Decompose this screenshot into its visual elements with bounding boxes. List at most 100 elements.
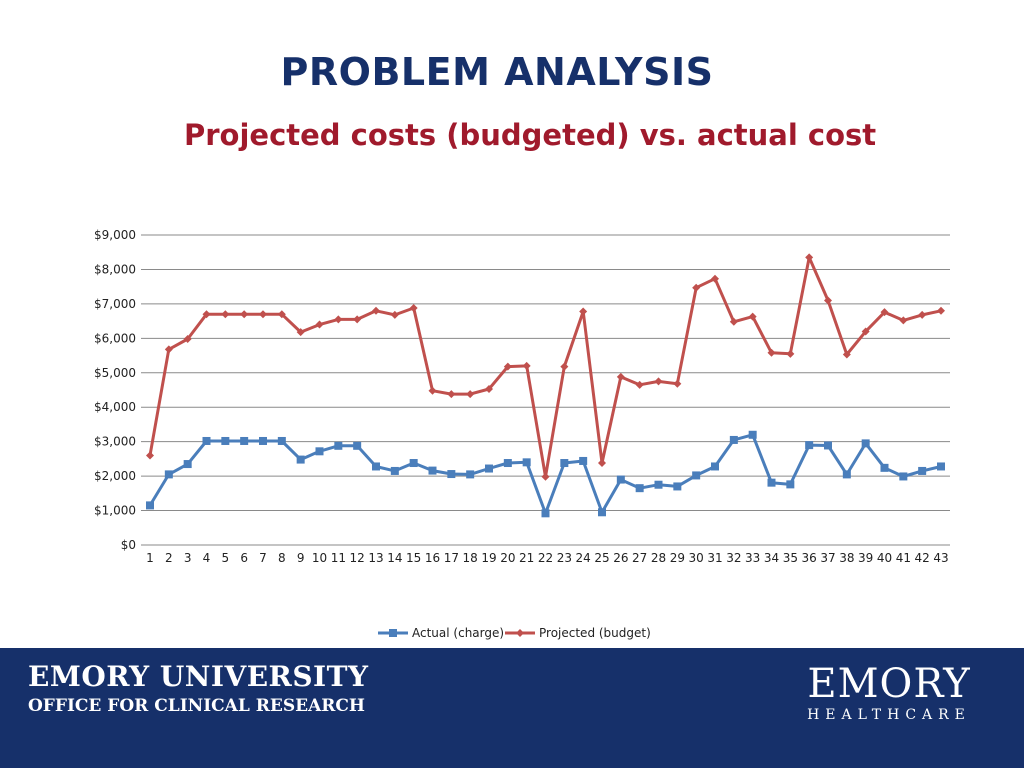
organization-name: EMORY UNIVERSITY xyxy=(28,660,369,693)
data-point-projected xyxy=(202,310,211,319)
data-point-actual xyxy=(899,472,908,481)
x-tick-label: 32 xyxy=(726,551,741,565)
data-point-actual xyxy=(598,508,606,517)
data-point-actual xyxy=(485,464,493,473)
data-point-projected xyxy=(221,310,230,319)
data-point-projected xyxy=(183,335,192,344)
x-tick-label: 25 xyxy=(594,551,609,565)
data-point-actual xyxy=(409,459,418,468)
data-point-projected xyxy=(315,320,324,329)
data-point-projected xyxy=(259,310,267,319)
data-point-projected xyxy=(861,327,870,336)
data-point-actual xyxy=(202,436,211,445)
data-point-actual xyxy=(390,466,399,475)
data-point-projected xyxy=(541,472,550,481)
x-tick-label: 21 xyxy=(519,551,534,565)
y-tick-label: $8,000 xyxy=(94,262,136,276)
data-point-projected xyxy=(579,307,588,316)
x-tick-label: 18 xyxy=(463,551,478,565)
data-point-projected xyxy=(880,308,889,317)
chart-subtitle: Projected costs (budgeted) vs. actual co… xyxy=(184,118,877,152)
x-tick-label: 16 xyxy=(425,551,440,565)
data-point-projected xyxy=(447,390,456,399)
x-tick-label: 8 xyxy=(278,551,286,565)
data-point-projected xyxy=(616,372,625,381)
y-tick-label: $5,000 xyxy=(94,366,136,380)
data-point-actual xyxy=(522,458,531,467)
y-tick-label: $1,000 xyxy=(94,504,136,518)
data-point-projected xyxy=(729,317,738,326)
department-name: OFFICE FOR CLINICAL RESEARCH xyxy=(28,696,365,716)
data-point-projected xyxy=(805,253,814,262)
x-tick-label: 11 xyxy=(331,551,346,565)
data-point-projected xyxy=(767,348,776,357)
x-tick-label: 29 xyxy=(670,551,685,565)
x-tick-label: 41 xyxy=(896,551,911,565)
data-point-actual xyxy=(711,462,719,471)
data-point-actual xyxy=(503,459,512,468)
x-tick-label: 24 xyxy=(576,551,591,565)
x-tick-label: 9 xyxy=(297,551,305,565)
data-point-projected xyxy=(428,386,437,395)
x-tick-label: 26 xyxy=(613,551,628,565)
data-point-actual xyxy=(918,466,927,475)
x-tick-label: 23 xyxy=(557,551,572,565)
emory-healthcare-logo: EMORY HEALTHCARE xyxy=(804,662,974,724)
x-tick-label: 38 xyxy=(839,551,854,565)
y-tick-label: $7,000 xyxy=(94,297,136,311)
data-point-projected xyxy=(334,315,343,324)
y-tick-label: $4,000 xyxy=(94,400,136,414)
data-point-projected xyxy=(240,310,249,319)
data-point-actual xyxy=(729,435,738,444)
x-tick-label: 42 xyxy=(915,551,930,565)
data-point-projected xyxy=(522,361,531,370)
y-tick-label: $0 xyxy=(121,538,136,552)
data-point-projected xyxy=(748,312,757,321)
data-point-actual xyxy=(240,436,249,445)
data-point-actual xyxy=(767,478,776,487)
x-tick-label: 33 xyxy=(745,551,760,565)
data-point-projected xyxy=(466,390,475,399)
data-point-actual xyxy=(277,436,286,445)
logo-main-text: EMORY xyxy=(807,661,971,707)
data-point-actual xyxy=(616,475,625,484)
x-tick-label: 34 xyxy=(764,551,779,565)
data-point-actual xyxy=(428,466,437,475)
data-point-projected xyxy=(692,283,701,292)
data-point-actual xyxy=(805,441,814,450)
x-tick-label: 13 xyxy=(368,551,383,565)
legend-marker xyxy=(389,629,397,637)
x-tick-label: 37 xyxy=(820,551,835,565)
data-point-projected xyxy=(277,310,286,319)
x-tick-label: 28 xyxy=(651,551,666,565)
data-point-actual xyxy=(824,441,832,450)
y-tick-label: $2,000 xyxy=(94,469,136,483)
data-point-actual xyxy=(541,509,550,518)
data-point-actual xyxy=(315,447,324,456)
legend-label: Projected (budget) xyxy=(539,626,651,640)
x-tick-label: 15 xyxy=(406,551,421,565)
data-point-actual xyxy=(654,480,663,489)
x-tick-label: 4 xyxy=(203,551,211,565)
data-point-actual xyxy=(259,436,267,445)
logo-sub-text: HEALTHCARE xyxy=(807,707,971,723)
x-tick-label: 36 xyxy=(802,551,817,565)
data-point-projected xyxy=(164,345,173,354)
data-point-projected xyxy=(503,362,512,371)
x-tick-label: 6 xyxy=(240,551,248,565)
data-point-actual xyxy=(221,436,230,445)
x-tick-label: 27 xyxy=(632,551,647,565)
x-tick-label: 35 xyxy=(783,551,798,565)
data-point-actual xyxy=(372,462,380,471)
x-tick-label: 5 xyxy=(222,551,230,565)
data-point-actual xyxy=(861,439,870,448)
y-tick-label: $9,000 xyxy=(94,228,136,242)
footer-banner: EMORY UNIVERSITY OFFICE FOR CLINICAL RES… xyxy=(0,648,1024,768)
legend-label: Actual (charge) xyxy=(412,626,504,640)
data-point-actual xyxy=(353,441,362,450)
x-tick-label: 3 xyxy=(184,551,192,565)
x-tick-label: 20 xyxy=(500,551,515,565)
x-tick-label: 17 xyxy=(444,551,459,565)
data-point-actual xyxy=(692,471,701,480)
x-tick-label: 31 xyxy=(707,551,722,565)
